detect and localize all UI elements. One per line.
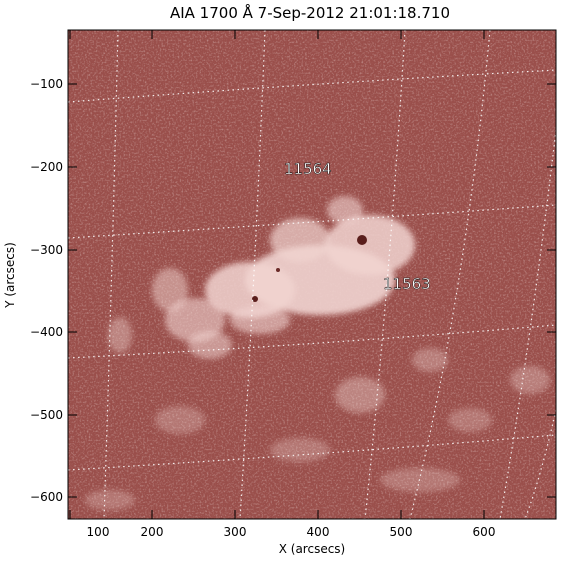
sunspot <box>357 235 367 245</box>
x-tick-labels: 100 200 300 400 500 600 <box>87 525 496 539</box>
plot-frame <box>67 29 557 520</box>
y-tick-label: −300 <box>30 243 63 257</box>
region-label-11563: 11563 <box>383 275 431 293</box>
y-tick-label: −400 <box>30 325 63 339</box>
y-axis-label: Y (arcsecs) <box>3 242 17 309</box>
x-tick-label: 100 <box>87 525 110 539</box>
x-tick-label: 500 <box>390 525 413 539</box>
x-tick-label: 400 <box>307 525 330 539</box>
x-tick-label: 300 <box>224 525 247 539</box>
active-region-plage <box>85 196 550 510</box>
region-label-11564: 11564 <box>284 160 332 178</box>
x-ticks <box>69 30 485 519</box>
y-tick-labels: −100 −200 −300 −400 −500 −600 <box>30 77 63 504</box>
y-tick-label: −100 <box>30 77 63 91</box>
x-axis-label: X (arcsecs) <box>279 542 346 556</box>
y-tick-label: −200 <box>30 160 63 174</box>
x-tick-label: 600 <box>473 525 496 539</box>
sunspot <box>276 268 280 272</box>
plot-title: AIA 1700 Å 7-Sep-2012 21:01:18.710 <box>170 3 450 22</box>
heliographic-grid <box>68 30 556 519</box>
y-tick-label: −600 <box>30 490 63 504</box>
sunspot <box>252 296 258 302</box>
x-tick-label: 200 <box>141 525 164 539</box>
image-area <box>68 30 556 519</box>
y-tick-label: −500 <box>30 408 63 422</box>
y-ticks <box>68 83 556 498</box>
